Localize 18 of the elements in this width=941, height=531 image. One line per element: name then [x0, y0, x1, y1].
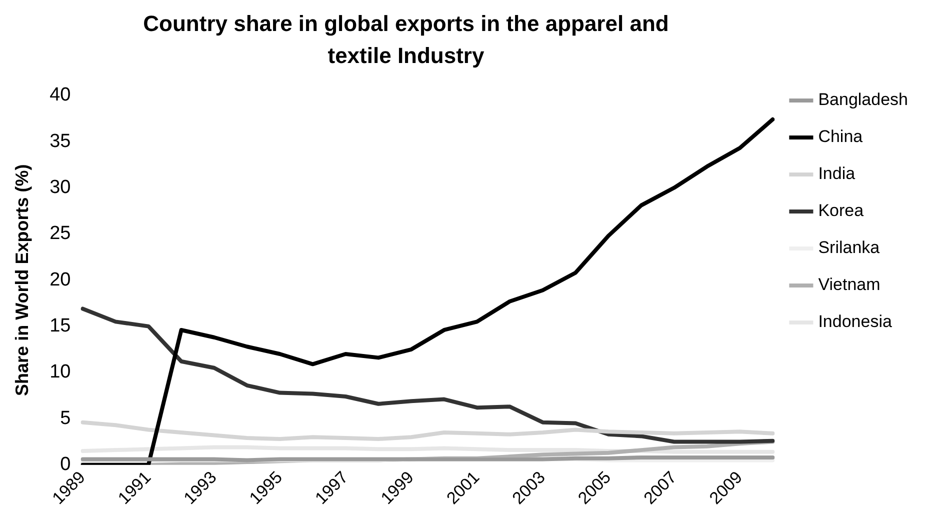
legend-label: Korea [818, 201, 864, 220]
y-tick-label: 10 [50, 362, 71, 383]
legend-label: China [818, 127, 864, 146]
y-axis-title: Share in World Exports (%) [12, 164, 32, 396]
y-tick-label: 30 [50, 176, 71, 198]
legend-label: Vietnam [818, 275, 880, 294]
chart-title: Country share in global exports in the apparel and textile Industry [142, 10, 670, 70]
y-tick-label: 15 [50, 316, 71, 337]
legend-label: India [818, 164, 856, 184]
y-tick-label: 40 [50, 84, 71, 106]
legend-label: Indonesia [818, 312, 892, 332]
y-tick-label: 25 [50, 223, 71, 244]
y-tick-label: 0 [60, 454, 71, 476]
y-tick-label: 20 [50, 269, 71, 290]
y-tick-label: 35 [50, 130, 71, 152]
legend-label: Bangladesh [818, 90, 908, 110]
legend-label: Srilanka [818, 238, 880, 258]
y-tick-label: 5 [60, 408, 71, 429]
